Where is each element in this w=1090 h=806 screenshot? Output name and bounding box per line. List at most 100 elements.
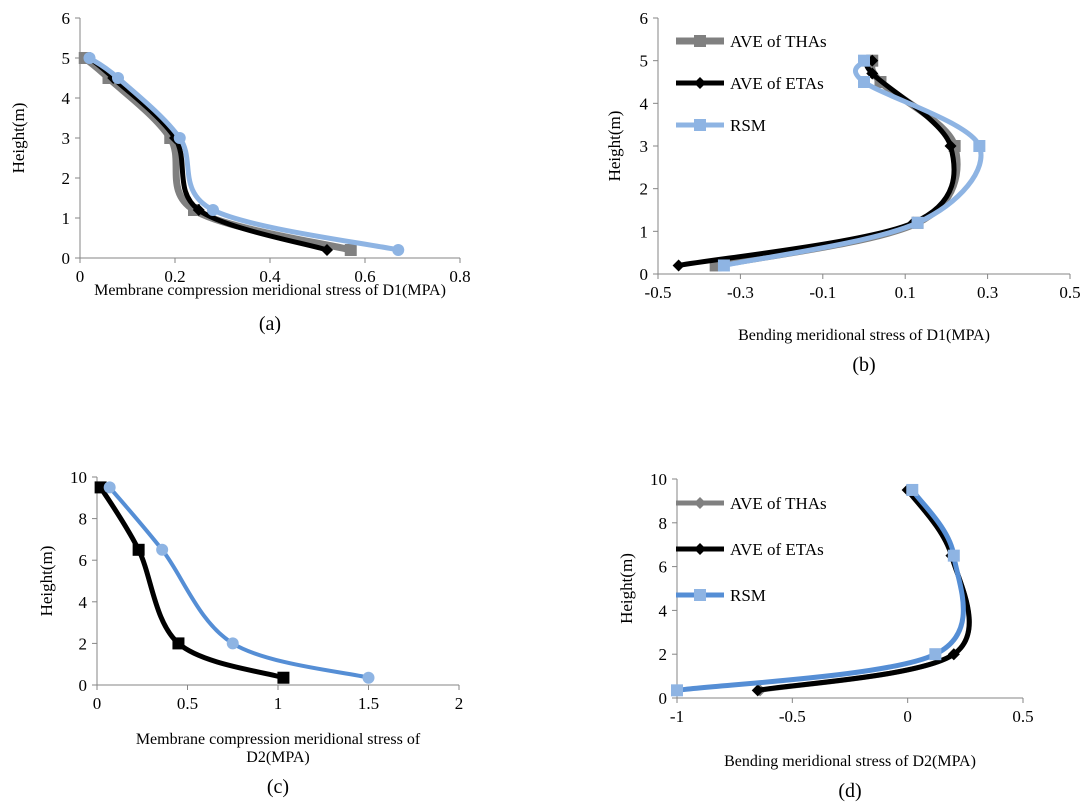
y-tick-label: 8 bbox=[79, 510, 88, 529]
x-tick-label: 0.1 bbox=[895, 283, 916, 302]
panel-label: (c) bbox=[267, 776, 289, 798]
y-tick-label: 1 bbox=[640, 222, 649, 241]
legend-label: AVE of ETAs bbox=[730, 74, 824, 93]
x-axis-label: Membrane compression meridional stress o… bbox=[136, 731, 421, 748]
x-axis-label-line2: D2(MPA) bbox=[246, 749, 309, 766]
x-tick-label: 0.4 bbox=[259, 267, 281, 286]
data-point bbox=[947, 549, 960, 562]
y-axis-label: Height(m) bbox=[9, 103, 28, 174]
chart-panel-d: 0 2 4 6 8 10 -1 -0.5 0 0.5 Bending meridional stre… bbox=[617, 470, 1034, 802]
data-point bbox=[103, 481, 116, 494]
data-point bbox=[207, 204, 219, 216]
data-point bbox=[192, 204, 205, 216]
data-point bbox=[226, 637, 239, 650]
y-tick-label: 6 bbox=[79, 551, 88, 570]
x-tick-label: 0.5 bbox=[177, 694, 198, 713]
x-axis-label: Membrane compression meridional stress o… bbox=[94, 282, 446, 299]
data-point bbox=[671, 684, 683, 697]
data-point bbox=[172, 637, 185, 650]
legend-label: AVE of ETAs bbox=[730, 540, 824, 559]
data-point bbox=[751, 684, 764, 697]
legend-label: RSM bbox=[730, 116, 766, 135]
data-point bbox=[858, 76, 870, 88]
x-tick-label: -0.5 bbox=[645, 283, 672, 302]
data-point bbox=[173, 132, 186, 144]
data-point bbox=[929, 648, 942, 661]
data-point bbox=[83, 52, 96, 64]
x-tick-label: 1 bbox=[274, 694, 283, 713]
x-tick-label: 0.5 bbox=[1012, 707, 1033, 726]
series-0 bbox=[94, 481, 290, 684]
y-tick-label: 4 bbox=[62, 89, 71, 108]
data-point bbox=[362, 671, 375, 684]
x-axis-label: Bending meridional stress of D2(MPA) bbox=[724, 753, 976, 770]
series-line bbox=[755, 487, 972, 693]
y-tick-label: 0 bbox=[640, 265, 649, 284]
series-2 bbox=[671, 483, 966, 697]
y-tick-label: 2 bbox=[659, 645, 668, 664]
series-line bbox=[98, 484, 286, 681]
legend-swatch-marker bbox=[694, 497, 706, 509]
data-point bbox=[156, 543, 169, 556]
series-line bbox=[107, 485, 371, 680]
x-tick-label: 0 bbox=[76, 267, 85, 286]
legend: AVE of THAs AVE of ETAs RSM bbox=[676, 32, 827, 135]
legend-label: AVE of THAs bbox=[730, 32, 827, 51]
y-tick-label: 6 bbox=[659, 558, 668, 577]
data-point bbox=[973, 140, 986, 152]
data-point bbox=[94, 481, 107, 494]
y-tick-label: 5 bbox=[62, 49, 71, 68]
data-point bbox=[911, 216, 924, 229]
x-tick-label: 0.3 bbox=[977, 283, 998, 302]
data-point bbox=[672, 259, 685, 272]
x-tick-label: 0.6 bbox=[354, 267, 375, 286]
y-tick-label: 10 bbox=[70, 468, 87, 487]
x-tick-label: 0 bbox=[93, 694, 102, 713]
series-line bbox=[674, 487, 966, 693]
legend-swatch-marker bbox=[694, 543, 706, 555]
y-tick-label: 8 bbox=[659, 514, 668, 533]
data-point bbox=[344, 244, 357, 256]
series-2 bbox=[717, 54, 986, 272]
y-tick-label: 0 bbox=[659, 689, 668, 708]
legend-swatch-marker bbox=[694, 119, 706, 131]
y-tick-label: 5 bbox=[640, 52, 649, 71]
y-tick-label: 2 bbox=[640, 180, 649, 199]
panel-label: (d) bbox=[838, 780, 861, 802]
series-line bbox=[87, 55, 401, 253]
data-point bbox=[112, 72, 124, 84]
x-tick-label: 0.8 bbox=[449, 267, 470, 286]
series-line bbox=[87, 55, 330, 253]
y-tick-label: 6 bbox=[62, 9, 71, 28]
y-tick-label: 4 bbox=[79, 593, 88, 612]
data-point bbox=[277, 671, 290, 684]
y-tick-label: 1 bbox=[62, 209, 71, 228]
legend: AVE of THAs AVE of ETAs RSM bbox=[676, 494, 827, 605]
y-tick-label: 4 bbox=[659, 601, 668, 620]
chart-panel-b: 0 1 2 3 4 5 6 -0.5 -0.3 -0.1 0.1 0.3 0.5 Bending meri… bbox=[605, 9, 1081, 376]
legend-label: RSM bbox=[730, 586, 766, 605]
y-tick-label: 2 bbox=[62, 169, 71, 188]
data-point bbox=[717, 259, 730, 272]
x-axis-label: Bending meridional stress of D1(MPA) bbox=[738, 327, 990, 344]
y-axis-label: Height(m) bbox=[617, 553, 636, 624]
y-tick-label: 4 bbox=[640, 94, 649, 113]
x-tick-label: 0.2 bbox=[164, 267, 185, 286]
legend-swatch-marker bbox=[694, 77, 706, 89]
legend-swatch-marker bbox=[694, 35, 706, 47]
data-point bbox=[858, 54, 870, 67]
data-point bbox=[132, 543, 145, 556]
y-tick-label: 6 bbox=[640, 9, 649, 28]
y-tick-label: 3 bbox=[640, 137, 649, 156]
data-point bbox=[944, 140, 957, 152]
series-1 bbox=[672, 54, 957, 272]
x-tick-label: -1 bbox=[670, 707, 684, 726]
x-tick-label: -0.5 bbox=[779, 707, 806, 726]
y-tick-label: 2 bbox=[79, 634, 88, 653]
x-tick-label: -0.3 bbox=[727, 283, 754, 302]
chart-panel-c: 0 2 4 6 8 10 0 0.5 1 1.5 2 Membrane compression mer… bbox=[37, 468, 463, 798]
data-point bbox=[392, 244, 405, 256]
series-1 bbox=[103, 481, 375, 684]
y-tick-label: 3 bbox=[62, 129, 71, 148]
